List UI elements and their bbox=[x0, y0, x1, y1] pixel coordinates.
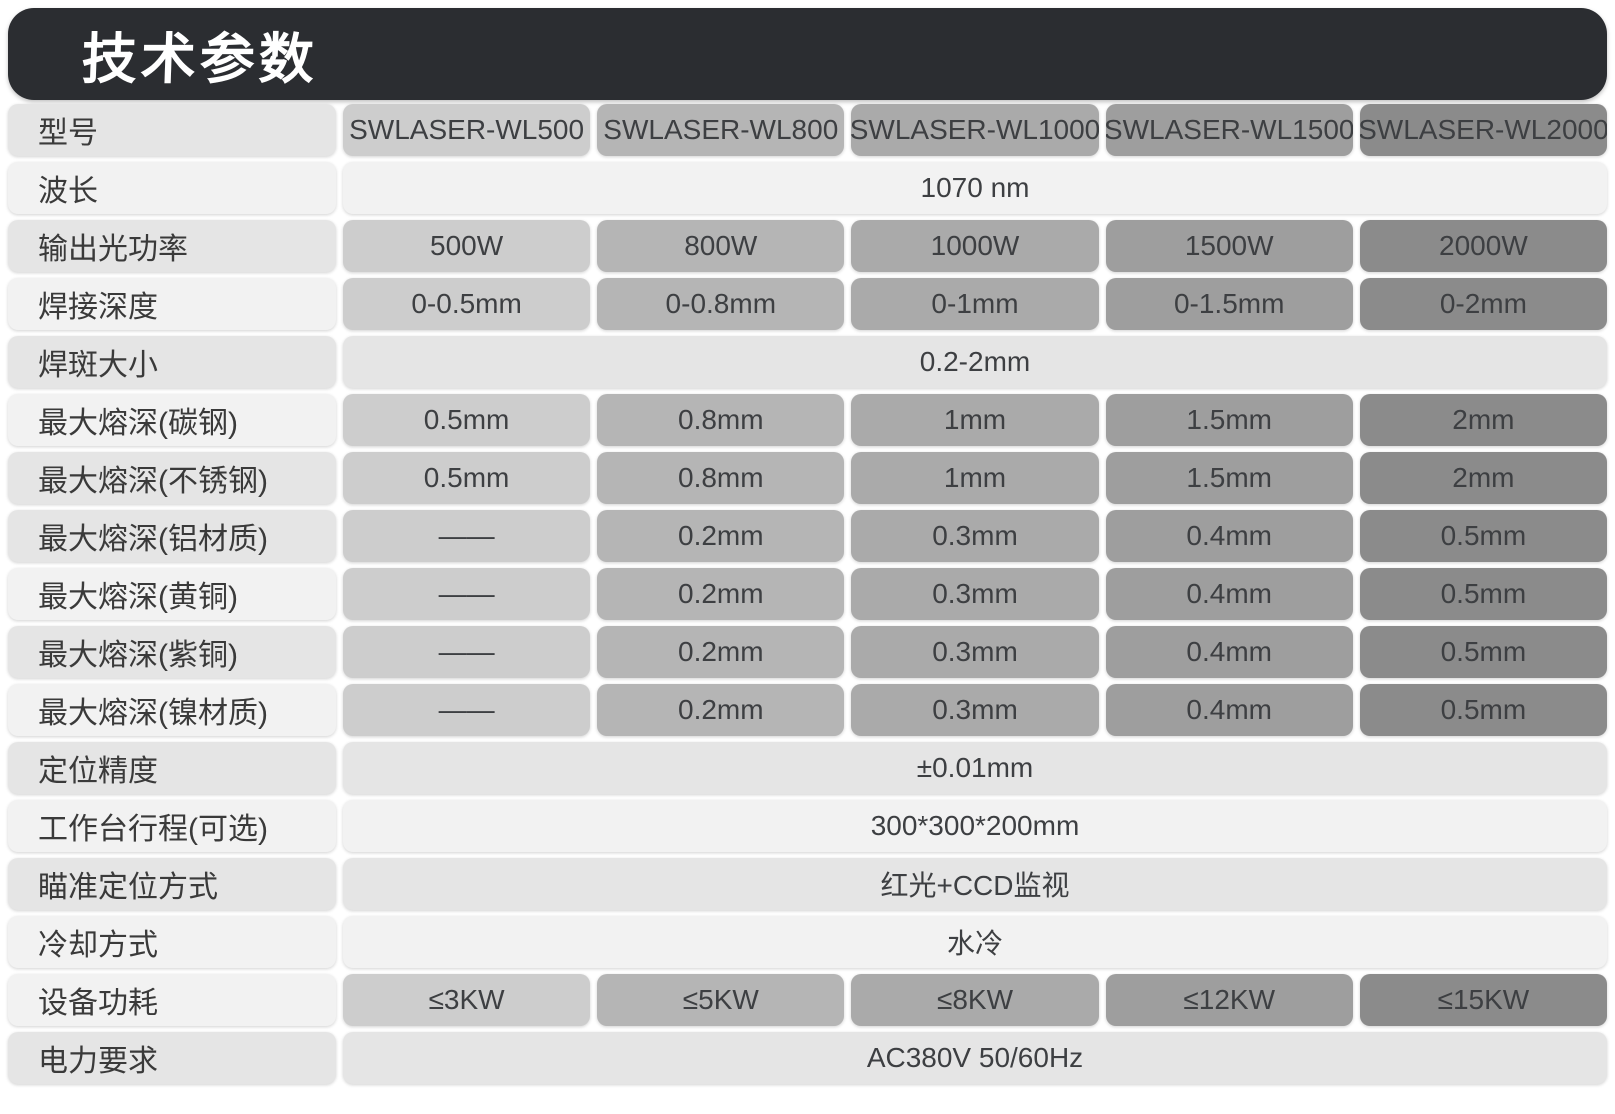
spec-value: 0-0.5mm bbox=[343, 278, 591, 330]
row-label: 最大熔深(铝材质) bbox=[8, 510, 336, 562]
spec-value-span: 0.2-2mm bbox=[343, 336, 1607, 388]
spec-value-span: AC380V 50/60Hz bbox=[343, 1032, 1607, 1084]
spec-value: 0.4mm bbox=[1105, 568, 1353, 620]
spec-value: 0-0.8mm bbox=[597, 278, 845, 330]
row-label: 最大熔深(紫铜) bbox=[8, 626, 336, 678]
spec-value: 0.2mm bbox=[597, 684, 845, 736]
spec-value: 2mm bbox=[1359, 394, 1607, 446]
spec-value-span: 水冷 bbox=[343, 916, 1607, 968]
row-label: 波长 bbox=[8, 162, 336, 214]
row-label: 焊斑大小 bbox=[8, 336, 336, 388]
row-label: 最大熔深(碳钢) bbox=[8, 394, 336, 446]
row-label: 冷却方式 bbox=[8, 916, 336, 968]
spec-value: 2000W bbox=[1359, 220, 1607, 272]
row-label: 工作台行程(可选) bbox=[8, 800, 336, 852]
spec-value: ≤3KW bbox=[343, 974, 591, 1026]
spec-value: 0.4mm bbox=[1105, 684, 1353, 736]
spec-value-span: 300*300*200mm bbox=[343, 800, 1607, 852]
spec-value: 1.5mm bbox=[1105, 452, 1353, 504]
spec-value: 0.2mm bbox=[597, 568, 845, 620]
spec-value: SWLASER-WL2000 bbox=[1359, 104, 1607, 156]
spec-value: 0.5mm bbox=[1359, 626, 1607, 678]
row-label: 瞄准定位方式 bbox=[8, 858, 336, 910]
spec-value: SWLASER-WL1500 bbox=[1105, 104, 1353, 156]
row-label: 最大熔深(不锈钢) bbox=[8, 452, 336, 504]
spec-value: 1.5mm bbox=[1105, 394, 1353, 446]
row-label: 电力要求 bbox=[8, 1032, 336, 1084]
spec-value: 0.3mm bbox=[851, 684, 1099, 736]
spec-value: 0.5mm bbox=[1359, 684, 1607, 736]
spec-value: 0.2mm bbox=[597, 510, 845, 562]
spec-value: SWLASER-WL1000 bbox=[851, 104, 1099, 156]
spec-value: 0.8mm bbox=[597, 452, 845, 504]
row-label: 输出光功率 bbox=[8, 220, 336, 272]
spec-value: 0.5mm bbox=[1359, 510, 1607, 562]
spec-value: 0-1mm bbox=[851, 278, 1099, 330]
page-title: 技术参数 bbox=[80, 28, 319, 90]
spec-value: 0.2mm bbox=[597, 626, 845, 678]
spec-value: 500W bbox=[343, 220, 591, 272]
spec-value: 0.5mm bbox=[343, 394, 591, 446]
row-label: 定位精度 bbox=[8, 742, 336, 794]
spec-value: —— bbox=[343, 568, 591, 620]
spec-value: —— bbox=[343, 510, 591, 562]
spec-value: ≤12KW bbox=[1105, 974, 1353, 1026]
spec-value: ≤8KW bbox=[851, 974, 1099, 1026]
spec-value: 1mm bbox=[851, 452, 1099, 504]
spec-value: ≤5KW bbox=[597, 974, 845, 1026]
spec-value: 1mm bbox=[851, 394, 1099, 446]
spec-value: —— bbox=[343, 626, 591, 678]
spec-value-span: 红光+CCD监视 bbox=[343, 858, 1607, 910]
row-label: 型号 bbox=[8, 104, 336, 156]
table-header-banner: 技术参数 bbox=[8, 8, 1607, 100]
spec-value: 0.4mm bbox=[1105, 626, 1353, 678]
spec-value: ≤15KW bbox=[1359, 974, 1607, 1026]
spec-value: 0.5mm bbox=[343, 452, 591, 504]
row-label: 设备功耗 bbox=[8, 974, 336, 1026]
spec-table: 型号 SWLASER-WL500 SWLASER-WL800 SWLASER-WL10… bbox=[8, 104, 1607, 1084]
spec-value: 1000W bbox=[851, 220, 1099, 272]
row-label: 焊接深度 bbox=[8, 278, 336, 330]
spec-value-span: ±0.01mm bbox=[343, 742, 1607, 794]
spec-value: 800W bbox=[597, 220, 845, 272]
spec-value: 0-1.5mm bbox=[1105, 278, 1353, 330]
spec-value: 1500W bbox=[1105, 220, 1353, 272]
spec-value: —— bbox=[343, 684, 591, 736]
spec-value: SWLASER-WL800 bbox=[597, 104, 845, 156]
spec-value: 0.3mm bbox=[851, 510, 1099, 562]
spec-value: 0.3mm bbox=[851, 626, 1099, 678]
spec-value: 0-2mm bbox=[1359, 278, 1607, 330]
spec-value: 0.4mm bbox=[1105, 510, 1353, 562]
spec-value-span: 1070 nm bbox=[343, 162, 1607, 214]
spec-value: 0.3mm bbox=[851, 568, 1099, 620]
spec-value: 2mm bbox=[1359, 452, 1607, 504]
row-label: 最大熔深(镍材质) bbox=[8, 684, 336, 736]
spec-value: 0.8mm bbox=[597, 394, 845, 446]
spec-value: SWLASER-WL500 bbox=[343, 104, 591, 156]
row-label: 最大熔深(黄铜) bbox=[8, 568, 336, 620]
spec-value: 0.5mm bbox=[1359, 568, 1607, 620]
